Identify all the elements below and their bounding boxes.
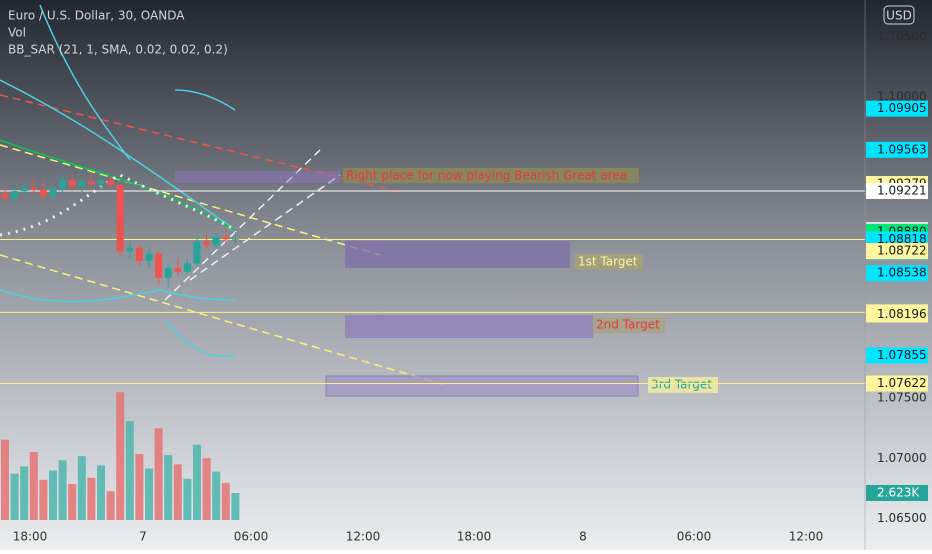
volume-bar [193,444,201,520]
candle-body [164,268,172,278]
time-tick-label: 7 [139,530,147,544]
price-badge [866,265,928,282]
price-badge [866,243,928,260]
candle-body [203,241,211,246]
candle-body [78,181,86,187]
candle-body [68,180,76,187]
candle-body [145,253,153,261]
candle-body [107,180,115,186]
candle-body [59,180,67,189]
price-badge-label: 1.07622 [877,376,927,390]
candle-body [183,263,191,272]
price-badge-label: 1.08818 [877,232,927,246]
volume-bar [58,460,67,520]
volume-bar [164,455,173,520]
price-badge [866,375,928,392]
price-badge-label: 1.08538 [877,266,927,280]
candle-body [193,241,201,264]
price-badge-label: 1.09563 [877,142,927,156]
currency-box[interactable] [883,5,915,25]
annotation: 2nd Target [596,318,660,332]
candle-body [116,185,124,252]
candle-body [49,188,57,196]
volume-title: Vol [8,26,26,40]
volume-bar [10,473,19,520]
price-tick-label: 1.10500 [877,30,927,44]
volume-badge [866,484,928,501]
candle-body [212,236,220,246]
time-tick-label: 12:00 [346,530,381,544]
time-tick-label: 06:00 [234,530,269,544]
time-tick-label: 18:00 [457,530,492,544]
annotation: Right place for now playing Bearish Grea… [346,169,627,183]
candle-body [135,247,143,261]
volume-bar [231,492,240,520]
volume-bar [173,464,182,520]
price-badge [866,347,928,364]
price-badge-label: 1.08722 [877,244,927,258]
price-badge [866,141,928,158]
volume-bar [20,466,29,520]
candle-body [87,181,95,184]
time-tick-label: 18:00 [13,530,48,544]
volume-bar [97,465,105,520]
volume-bar [125,421,134,520]
price-tick-label: 1.07500 [877,391,927,405]
time-tick-label: 12:00 [789,530,824,544]
candle-body [155,253,163,278]
price-badge-label: 1.09905 [877,101,927,115]
candle-body [11,191,19,199]
volume-bar [145,468,153,520]
price-marks: 1.099051.095631.092791.092211.088971.088… [0,100,928,520]
volume-bar [29,452,38,520]
volume-badge-label: 2.623K [877,485,920,499]
time-tick-label: 06:00 [677,530,712,544]
volume-bar [116,392,125,520]
price-badge-label: 1.08196 [877,307,927,321]
volume-bar [221,482,230,520]
candle-body [231,239,239,241]
price-badge-label: 1.07855 [877,348,927,362]
candle-body [174,268,182,272]
volume-bar [68,483,77,520]
candle-body [20,187,28,192]
candle-body [39,189,47,196]
volume-bar [202,458,211,520]
volume-bar [183,478,192,520]
indicator-title: BB_SAR (21, 1, SMA, 0.02, 0.02, 0.2) [8,43,228,57]
volume-bar [49,470,57,520]
drawings [0,4,446,386]
volume-bar [1,439,9,520]
price-badge-label: 1.09221 [877,183,927,197]
annotation: 3rd Target [651,378,712,392]
candle-body [97,180,105,184]
price-tick-label: 1.10000 [877,90,927,104]
price-tick-label: 1.06500 [877,511,927,525]
volume-bar [87,477,96,520]
symbol-title: Euro / U.S. Dollar, 30, OANDA [8,9,185,23]
price-badge [866,306,928,323]
price-badge [866,100,928,117]
candle-body [126,247,134,252]
price-badge [866,182,928,199]
candle-body [30,187,38,190]
time-tick-label: 8 [579,530,587,544]
candle-body [1,193,9,199]
price-tick-label: 1.07000 [877,451,927,465]
volume-bar [154,428,163,520]
volume-bar [77,456,86,520]
target-zones [175,168,718,397]
volume-bar [39,479,48,520]
volume-bar [135,454,144,520]
candle-body [222,236,230,240]
volume-bar [212,471,221,520]
volume-bar [106,491,115,520]
currency[interactable]: USD [886,9,912,23]
annotation: 1st Target [578,255,638,269]
